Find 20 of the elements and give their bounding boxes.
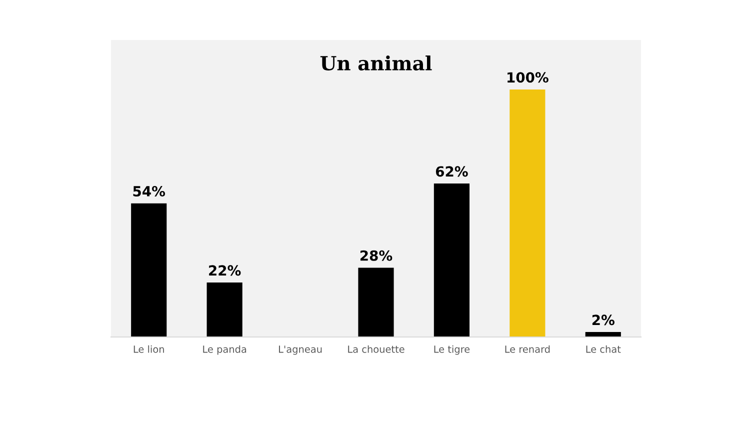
bar — [131, 203, 167, 337]
data-label: 54% — [133, 186, 166, 196]
data-label: 2% — [592, 314, 614, 326]
x-tick-label: Le panda — [203, 345, 246, 355]
bar — [206, 282, 242, 337]
x-tick-label: Le chat — [586, 345, 621, 353]
x-tick-label: Le tigre — [434, 345, 470, 355]
x-tick-label: Le renard — [505, 345, 550, 353]
bar — [585, 332, 621, 337]
bar — [358, 268, 394, 337]
text: Un animal — [320, 56, 432, 71]
data-label: 28% — [360, 250, 392, 261]
bar — [434, 184, 470, 337]
x-tick-label: La chouette — [348, 345, 404, 353]
data-label: 100% — [508, 72, 548, 83]
data-label: 22% — [209, 265, 241, 276]
x-tick-label: Le lion — [134, 345, 164, 353]
data-label: 62% — [436, 166, 468, 177]
bar — [510, 90, 546, 337]
x-tick-label: L'agneau — [279, 346, 322, 355]
